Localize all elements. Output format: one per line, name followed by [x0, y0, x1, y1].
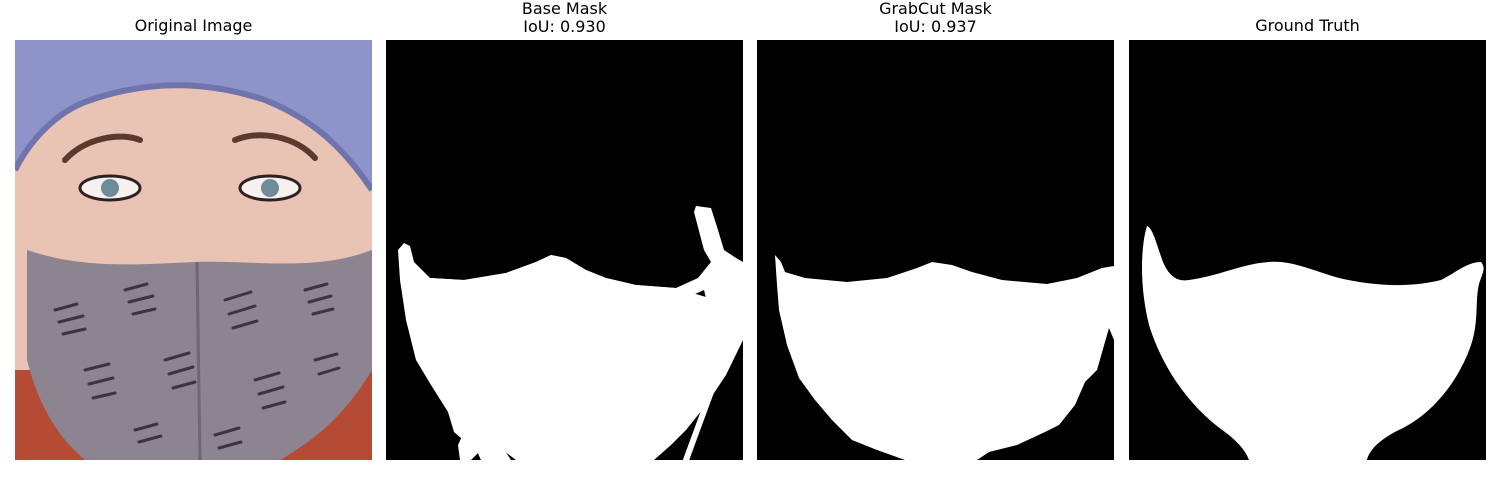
mask-foreground	[1142, 226, 1484, 460]
panel-title-original: Original Image	[15, 17, 372, 35]
base-mask-panel	[386, 40, 743, 460]
mask-foreground	[398, 206, 743, 460]
ground-truth-image	[1129, 40, 1486, 460]
grabcut-mask-image	[757, 40, 1114, 460]
hood	[15, 40, 372, 190]
panel-title-grabcut-mask: GrabCut Mask IoU: 0.937	[757, 0, 1114, 36]
mask-foreground	[775, 255, 1114, 460]
panel-title-text: Original Image	[134, 16, 253, 35]
base-mask-image	[386, 40, 743, 460]
right-eyebrow	[232, 132, 318, 161]
mask-foreground-main	[404, 255, 731, 460]
panel-iou-text: IoU: 0.930	[523, 17, 606, 36]
panel-title-ground-truth: Ground Truth	[1129, 17, 1486, 35]
panel-title-text: Ground Truth	[1255, 16, 1360, 35]
original-image-panel	[15, 40, 372, 460]
mask-strap	[683, 389, 714, 460]
ground-truth-panel	[1129, 40, 1486, 460]
panel-title-text: Base Mask	[521, 0, 608, 18]
hood-edge	[15, 82, 372, 192]
mask-speck	[458, 432, 481, 460]
right-iris	[261, 179, 279, 197]
zebra-pattern	[53, 282, 341, 450]
left-eyebrow	[62, 133, 143, 163]
left-iris	[101, 179, 119, 197]
grabcut-mask-panel	[757, 40, 1114, 460]
mask-seam	[195, 261, 202, 460]
panel-iou-text: IoU: 0.937	[894, 17, 977, 36]
mask-blob	[726, 268, 743, 302]
panel-title-base-mask: Base Mask IoU: 0.930	[386, 0, 743, 36]
original-image	[15, 40, 372, 460]
panel-title-text: GrabCut Mask	[879, 0, 992, 18]
